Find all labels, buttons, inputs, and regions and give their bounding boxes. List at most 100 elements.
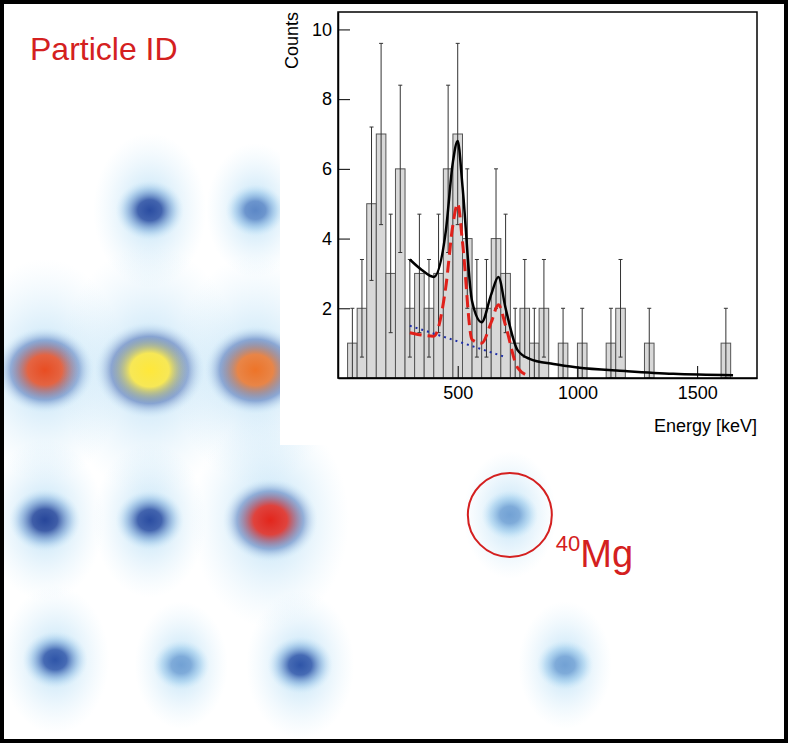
error-bar-line [381,43,382,224]
error-bar-cap [427,259,431,260]
x-tick-mark [697,366,698,378]
error-bar-line [496,169,497,308]
y-tick-label: 6 [322,159,332,179]
error-bar-cap [398,85,402,86]
y-tick-mark [338,99,350,100]
y-tick-mark [338,29,350,30]
error-bar-cap [561,308,565,309]
x-axis-title: Energy [keV] [654,416,757,436]
plot-frame [338,12,757,378]
error-bar-cap [360,259,364,260]
x-tick-label: 1500 [678,383,718,403]
error-bar-line [419,214,420,333]
error-bar-cap [475,259,479,260]
error-bar [456,43,460,224]
cluster [226,184,286,236]
error-bar [724,308,728,378]
y-tick: 8 [322,89,350,109]
y-tick-label: 4 [322,229,332,249]
error-bar-line [620,259,621,357]
error-bar-cap [647,308,651,309]
cluster-halo [246,591,354,739]
error-bar-line [534,308,535,378]
error-bar-line [352,308,353,378]
error-bar [619,259,623,357]
y-axis-title: Counts [282,12,302,69]
error-bar-cap [609,308,613,309]
cluster [115,180,184,240]
y-tick: 4 [322,229,350,249]
annotation-circle [468,473,552,557]
error-bar-line [524,259,525,357]
inset-background [280,3,772,445]
annotation-label: 40Mg [556,531,633,575]
error-bar [475,259,479,357]
cluster [115,490,184,550]
error-bar-cap [379,43,383,44]
x-axis: 500 1000 1500 [339,366,758,403]
error-bar-line [448,85,449,252]
error-bar-line [725,308,726,378]
error-bar-cap [437,214,441,215]
error-bar-cap [580,308,584,309]
error-bar-cap [370,280,374,281]
x-axis-line [339,378,758,380]
y-tick: 6 [322,159,350,179]
cluster [9,489,81,551]
error-bar-cap [465,168,469,169]
error-bar-cap [532,308,536,309]
error-bar [360,259,364,357]
error-bar-cap [408,357,412,358]
error-bar-cap [389,332,393,333]
error-bar [647,308,651,378]
error-bar-line [543,259,544,357]
error-bar-cap [427,357,431,358]
x-tick-label: 500 [443,383,473,403]
error-bar-cap [619,259,623,260]
error-bar-cap [542,357,546,358]
y-tick-mark [338,169,350,170]
error-bar [417,214,421,333]
error-bar-cap [456,43,460,44]
error-bar [532,308,536,378]
error-bar [350,308,354,378]
error-bar-cap [513,308,517,309]
error-bar-line [476,259,477,357]
inset-plot [348,43,733,378]
error-bar [542,259,546,357]
background [0,0,788,743]
x-tick: 1000 [558,366,598,403]
error-bar [408,259,412,357]
error-bar [561,308,565,378]
error-bar-line [457,43,458,224]
error-bar-line [563,308,564,378]
error-bar-cap [417,214,421,215]
x-tick: 1500 [678,366,718,403]
error-bar-cap [484,357,488,358]
error-bar-cap [446,85,450,86]
cluster [153,640,210,689]
fit-line [410,204,530,377]
error-bar-cap [494,168,498,169]
y-tick: 10 [312,20,350,40]
error-bar-cap [504,214,508,215]
y-axis-line [338,13,340,379]
figure-border [2,2,786,741]
fit-line [410,141,733,375]
y-tick-label: 10 [312,20,332,40]
y-tick-mark [338,308,350,309]
cluster [537,640,594,689]
error-bar-cap [523,259,527,260]
error-bar-cap [389,214,393,215]
cluster [267,636,333,693]
y-tick-mark [338,239,350,240]
error-bar-cap [542,259,546,260]
error-bar-cap [370,127,374,128]
y-tick: 2 [322,299,350,319]
error-bar-cap [398,252,402,253]
error-bar-line [400,85,401,252]
error-bar-cap [456,224,460,225]
cluster-halo [135,601,228,729]
error-bar-cap [619,357,623,358]
error-bar-line [438,214,439,333]
